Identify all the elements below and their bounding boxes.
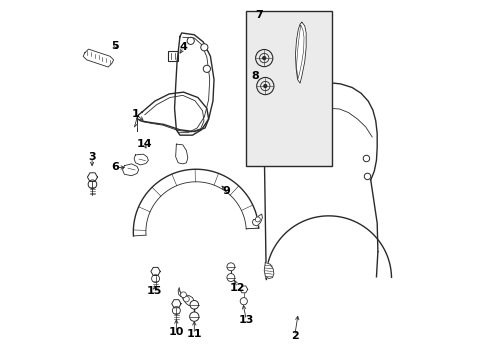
Circle shape — [203, 65, 210, 72]
Text: 10: 10 — [168, 327, 183, 337]
Polygon shape — [252, 214, 262, 226]
Polygon shape — [83, 49, 113, 67]
Text: 4: 4 — [179, 42, 187, 52]
Circle shape — [264, 85, 266, 87]
Polygon shape — [175, 144, 187, 164]
Polygon shape — [178, 288, 194, 306]
Text: 12: 12 — [229, 283, 244, 293]
Circle shape — [172, 307, 180, 315]
Text: 8: 8 — [251, 71, 259, 81]
Circle shape — [183, 296, 189, 302]
Circle shape — [201, 44, 207, 51]
Bar — [168, 51, 178, 61]
Polygon shape — [134, 154, 148, 165]
Circle shape — [189, 312, 199, 321]
Circle shape — [226, 274, 234, 282]
Circle shape — [151, 275, 159, 283]
Circle shape — [88, 180, 97, 189]
Polygon shape — [87, 173, 97, 181]
Circle shape — [190, 301, 198, 309]
Text: 2: 2 — [290, 331, 298, 341]
Polygon shape — [174, 33, 214, 135]
Text: 5: 5 — [111, 41, 119, 50]
Circle shape — [260, 81, 269, 91]
Text: 7: 7 — [254, 10, 262, 20]
Circle shape — [187, 37, 194, 44]
Text: 6: 6 — [111, 162, 119, 172]
Polygon shape — [171, 300, 181, 308]
Polygon shape — [151, 267, 160, 275]
Text: 1: 1 — [131, 109, 139, 119]
Circle shape — [364, 173, 370, 180]
Circle shape — [259, 53, 268, 63]
Text: 9: 9 — [222, 186, 230, 196]
Bar — [246, 12, 332, 166]
Polygon shape — [137, 92, 208, 132]
Circle shape — [240, 298, 247, 305]
Circle shape — [255, 217, 260, 222]
Text: 13: 13 — [238, 315, 253, 325]
Circle shape — [363, 155, 369, 162]
Circle shape — [255, 49, 272, 67]
Polygon shape — [122, 164, 139, 176]
Text: 14: 14 — [136, 139, 152, 149]
Circle shape — [226, 263, 234, 271]
Circle shape — [180, 292, 186, 298]
Circle shape — [262, 57, 265, 59]
Text: 11: 11 — [186, 329, 202, 339]
Circle shape — [256, 77, 273, 95]
Polygon shape — [239, 286, 247, 293]
Polygon shape — [295, 22, 305, 83]
Polygon shape — [133, 169, 258, 236]
Polygon shape — [264, 262, 273, 279]
Text: 15: 15 — [147, 286, 162, 296]
Text: 3: 3 — [88, 152, 96, 162]
